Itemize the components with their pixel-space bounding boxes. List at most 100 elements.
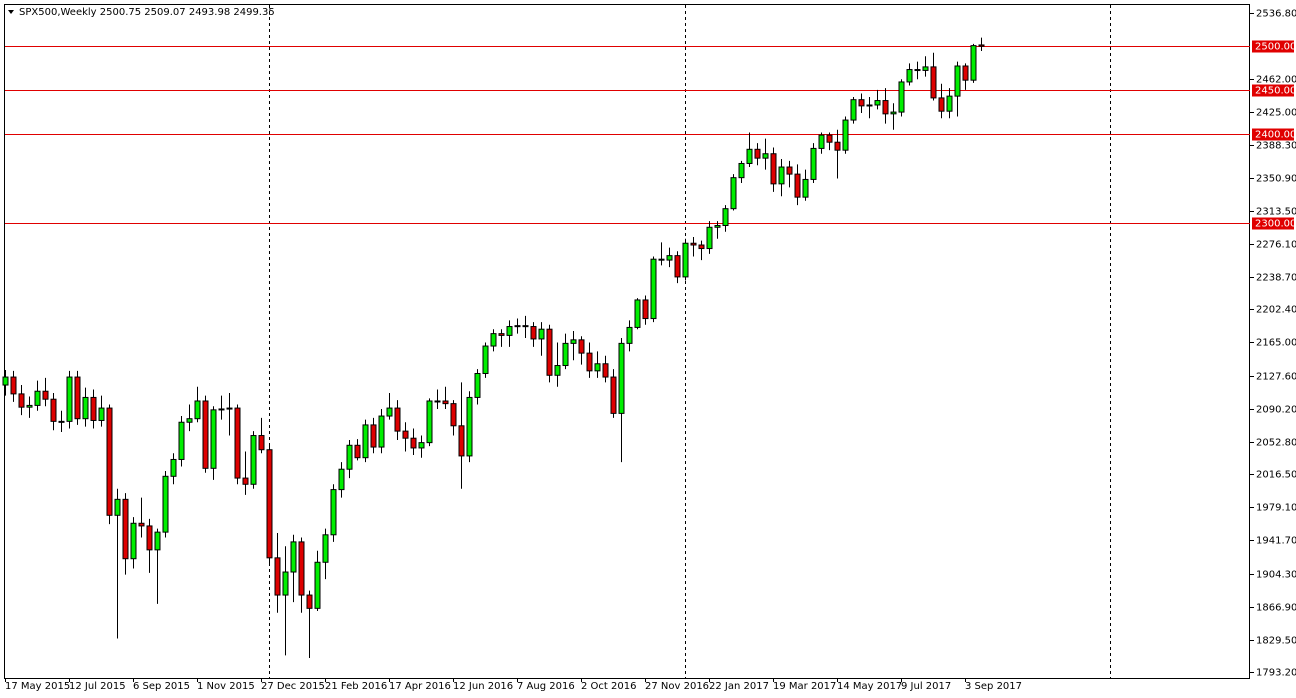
candle-body: [858, 99, 865, 107]
candle-body: [186, 418, 193, 423]
y-tick-label: 2052.80: [1256, 438, 1296, 449]
candle-body: [794, 173, 801, 198]
candle-body: [354, 444, 361, 459]
candle-body: [130, 522, 137, 560]
candle-body: [90, 396, 97, 421]
candle-body: [778, 166, 785, 185]
candle-body: [818, 134, 825, 149]
candle-body: [898, 81, 905, 113]
y-tick-label: 2165.00: [1256, 338, 1296, 349]
candle-body: [714, 225, 721, 228]
x-tick-label: 14 May 2017: [837, 681, 902, 692]
candle-body: [770, 153, 777, 185]
candle-body: [402, 430, 409, 439]
x-tick-label: 1 Nov 2015: [197, 681, 255, 692]
candle-body: [426, 400, 433, 444]
y-tick-label: 1829.50: [1256, 636, 1296, 647]
y-tick-label: 2388.30: [1256, 141, 1296, 152]
candle-body: [42, 390, 49, 400]
candle-body: [386, 407, 393, 417]
candle-body: [370, 424, 377, 448]
y-tick-label: 1904.30: [1256, 570, 1296, 581]
candle-body: [82, 396, 89, 420]
x-tick-label: 27 Dec 2015: [261, 681, 325, 692]
candle-body: [154, 531, 161, 551]
candle-body: [378, 415, 385, 448]
candle-body: [810, 147, 817, 180]
candle-body: [18, 393, 25, 408]
candle-body: [914, 69, 921, 72]
candle-body: [666, 255, 673, 261]
x-tick-label: 17 Apr 2016: [389, 681, 451, 692]
candle-body: [786, 166, 793, 175]
candle-body: [954, 65, 961, 97]
candle-body: [178, 421, 185, 460]
candle-body: [210, 409, 217, 469]
candle-body: [722, 208, 729, 227]
candle-body: [642, 299, 649, 320]
candle-body: [802, 178, 809, 198]
y-tick-label: 1941.70: [1256, 536, 1296, 547]
candle-body: [306, 594, 313, 609]
candle-body: [674, 255, 681, 278]
candle-body: [514, 325, 521, 328]
y-tick-label: 2202.40: [1256, 305, 1296, 316]
candle-body: [538, 328, 545, 340]
candle-body: [834, 141, 841, 151]
y-tick-label: 1979.10: [1256, 503, 1296, 514]
candle-body: [226, 407, 233, 410]
candle-body: [10, 376, 17, 395]
candle-body: [530, 326, 537, 340]
level-label: 2500.00: [1255, 42, 1296, 53]
candle-body: [442, 400, 449, 405]
candle-body: [658, 258, 665, 261]
y-tick-label: 1793.20: [1256, 668, 1296, 679]
candle-body: [418, 442, 425, 449]
candle-body: [578, 339, 585, 354]
y-tick-label: 1866.90: [1256, 603, 1296, 614]
x-tick-label: 19 Mar 2017: [773, 681, 836, 692]
candle-body: [450, 403, 457, 427]
y-tick-label: 2313.50: [1256, 207, 1296, 218]
candle-body: [506, 326, 513, 336]
x-tick-label: 6 Sep 2015: [133, 681, 190, 692]
candle-body: [466, 396, 473, 457]
candle-body: [74, 376, 81, 420]
y-tick-label: 2462.00: [1256, 75, 1296, 86]
x-tick-label: 3 Sep 2017: [965, 681, 1022, 692]
candle-body: [746, 148, 753, 164]
candle-body: [322, 534, 329, 563]
candle-body: [234, 407, 241, 479]
candle-body: [138, 522, 145, 527]
candle-body: [874, 100, 881, 106]
level-tag: [1252, 84, 1294, 97]
candle-body: [930, 66, 937, 99]
candle-body: [202, 400, 209, 469]
candle-body: [434, 400, 441, 403]
candle-body: [730, 177, 737, 210]
header-icon: [8, 10, 14, 14]
candle-body: [906, 69, 913, 83]
candle-body: [866, 104, 873, 107]
candle-body: [938, 97, 945, 112]
candle-body: [602, 363, 609, 378]
candle-body: [362, 424, 369, 459]
x-tick-label: 17 May 2015: [5, 681, 70, 692]
candle-body: [146, 525, 153, 551]
candle-body: [882, 100, 889, 115]
level-tag: [1252, 128, 1294, 141]
candle-body: [290, 541, 297, 573]
candle-body: [522, 325, 529, 328]
candle-body: [754, 148, 761, 159]
y-tick-label: 2350.90: [1256, 174, 1296, 185]
x-tick-label: 12 Jul 2015: [69, 681, 126, 692]
candle-body: [738, 162, 745, 179]
candle-body: [298, 541, 305, 596]
x-tick-label: 12 Jun 2016: [453, 681, 513, 692]
candle-body: [850, 99, 857, 121]
candle-body: [682, 242, 689, 278]
candle-body: [922, 66, 929, 71]
candle-body: [554, 365, 561, 376]
candle-body: [690, 242, 697, 246]
